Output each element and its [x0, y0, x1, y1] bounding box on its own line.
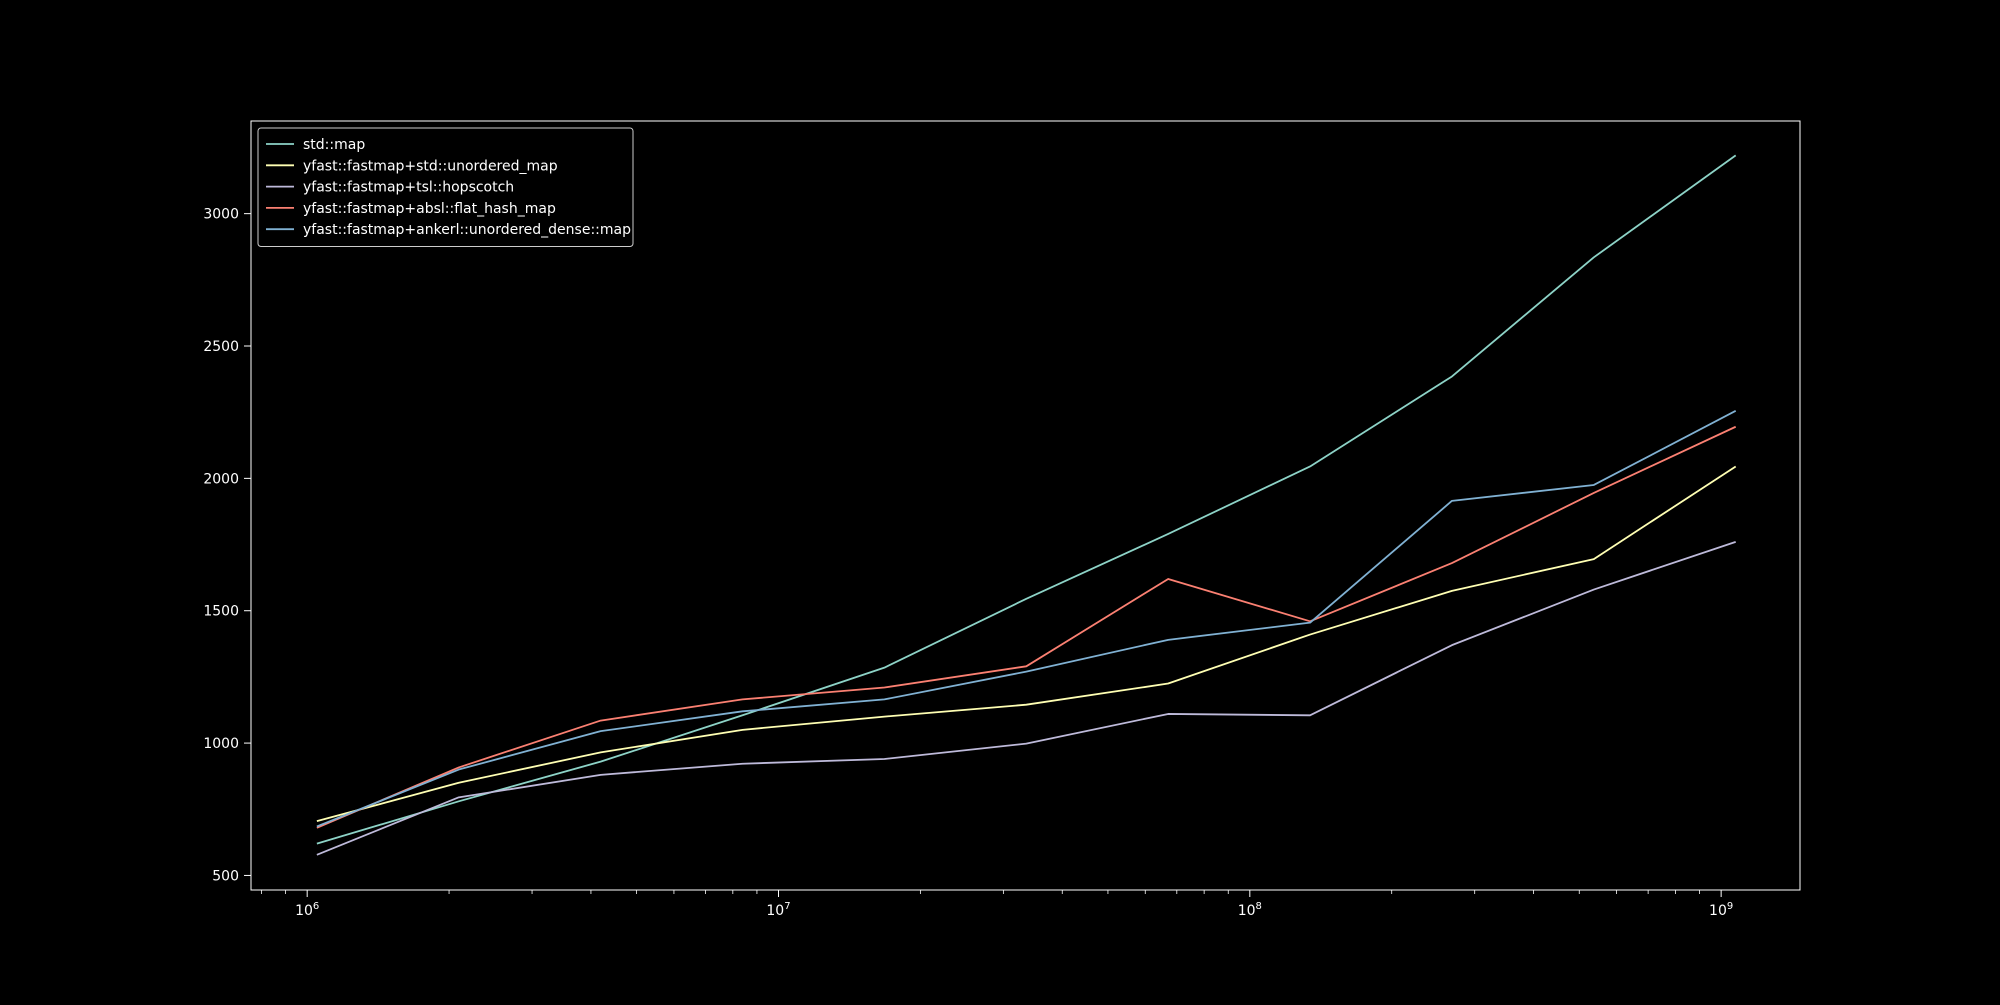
y-tick-label: 2000	[203, 471, 239, 487]
y-tick-label: 1000	[203, 736, 239, 752]
x-tick-label: 107	[766, 901, 790, 919]
legend-label: yfast::fastmap+tsl::hopscotch	[303, 180, 514, 196]
series-line-3	[316, 541, 1736, 856]
x-axis: 106 107 108 109	[261, 890, 1733, 919]
y-tick-label: 3000	[203, 207, 239, 223]
y-axis: 500 1000 1500 2000 2500 3000	[203, 207, 251, 884]
y-tick-label: 2500	[203, 339, 239, 355]
x-tick-label: 109	[1709, 901, 1733, 919]
series-layer	[316, 154, 1737, 856]
legend: std::mapyfast::fastmap+std::unordered_ma…	[257, 127, 634, 247]
y-tick-label: 1500	[203, 604, 239, 620]
legend-label: yfast::fastmap+ankerl::unordered_dense::…	[303, 222, 631, 238]
legend-label: yfast::fastmap+std::unordered_map	[303, 158, 558, 174]
x-tick-label: 106	[295, 901, 319, 919]
series-line-1	[316, 154, 1737, 845]
series-line-4	[316, 425, 1737, 829]
series-line-2	[316, 465, 1737, 823]
legend-box	[257, 127, 634, 247]
y-tick-label: 500	[212, 868, 239, 884]
plot-area-frame	[250, 120, 1801, 891]
legend-label: std::map	[303, 137, 365, 153]
x-tick-label: 108	[1238, 901, 1262, 919]
legend-label: yfast::fastmap+absl::flat_hash_map	[303, 201, 556, 217]
series-line-5	[316, 410, 1737, 828]
